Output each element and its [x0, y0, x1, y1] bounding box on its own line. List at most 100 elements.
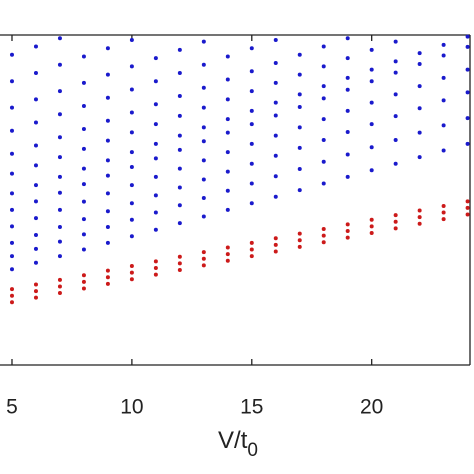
point [273, 37, 278, 42]
point [345, 229, 350, 234]
point [465, 205, 470, 210]
point [345, 56, 350, 61]
point [465, 141, 470, 146]
point [57, 135, 62, 140]
point [177, 203, 182, 208]
point [321, 44, 326, 49]
point [129, 217, 134, 222]
point [153, 56, 158, 61]
point [201, 62, 206, 67]
point [9, 171, 14, 176]
point [321, 84, 326, 89]
point [465, 90, 470, 95]
point [417, 51, 422, 56]
point [33, 143, 38, 148]
point [321, 64, 326, 69]
point [249, 247, 254, 252]
point [57, 190, 62, 195]
point [33, 282, 38, 287]
point [33, 70, 38, 75]
point [345, 130, 350, 135]
point [441, 75, 446, 80]
point [153, 174, 158, 179]
x-tick-label: 5 [6, 396, 18, 419]
point [105, 225, 110, 230]
point [345, 152, 350, 157]
point [153, 227, 158, 232]
point [201, 214, 206, 219]
point [129, 201, 134, 206]
point [441, 203, 446, 208]
point [225, 97, 230, 102]
point [105, 138, 110, 143]
point [33, 199, 38, 204]
point [33, 97, 38, 102]
point [81, 279, 86, 284]
point [9, 254, 14, 259]
point [105, 46, 110, 51]
point [225, 130, 230, 135]
point [105, 118, 110, 123]
point [225, 245, 230, 250]
point [297, 52, 302, 57]
point [345, 75, 350, 80]
point [57, 89, 62, 94]
point [57, 174, 62, 179]
point [81, 247, 86, 252]
point [33, 295, 38, 300]
point [249, 181, 254, 186]
x-tick-label: 10 [120, 396, 143, 419]
point [153, 141, 158, 146]
point [81, 182, 86, 187]
point [297, 125, 302, 130]
point [249, 254, 254, 259]
point [465, 212, 470, 217]
point [321, 240, 326, 245]
point [345, 235, 350, 240]
point [417, 106, 422, 111]
point [201, 158, 206, 163]
point [153, 210, 158, 215]
point [273, 153, 278, 158]
point [105, 281, 110, 286]
point [9, 128, 14, 133]
point [369, 217, 374, 222]
point [105, 191, 110, 196]
point [201, 105, 206, 110]
point [177, 221, 182, 226]
point [297, 145, 302, 150]
point [441, 42, 446, 47]
point [441, 217, 446, 222]
point [201, 250, 206, 255]
point [417, 130, 422, 135]
point [417, 221, 422, 226]
point [129, 165, 134, 169]
point [345, 87, 350, 92]
point [369, 47, 374, 52]
point [369, 168, 374, 173]
point [33, 120, 38, 125]
point [297, 166, 302, 171]
point [9, 79, 14, 84]
point [417, 215, 422, 220]
point [57, 62, 62, 67]
point [369, 79, 374, 84]
point [105, 173, 110, 178]
point [273, 100, 278, 105]
point [81, 199, 86, 204]
point [129, 234, 134, 239]
point [249, 122, 254, 127]
point [441, 148, 446, 153]
point [321, 117, 326, 122]
point [153, 156, 158, 161]
point [129, 264, 134, 268]
point [393, 213, 398, 218]
point [369, 145, 374, 150]
point [321, 233, 326, 238]
point [9, 224, 14, 229]
point [57, 277, 62, 282]
point [33, 246, 38, 251]
point [57, 112, 62, 117]
point [417, 62, 422, 67]
